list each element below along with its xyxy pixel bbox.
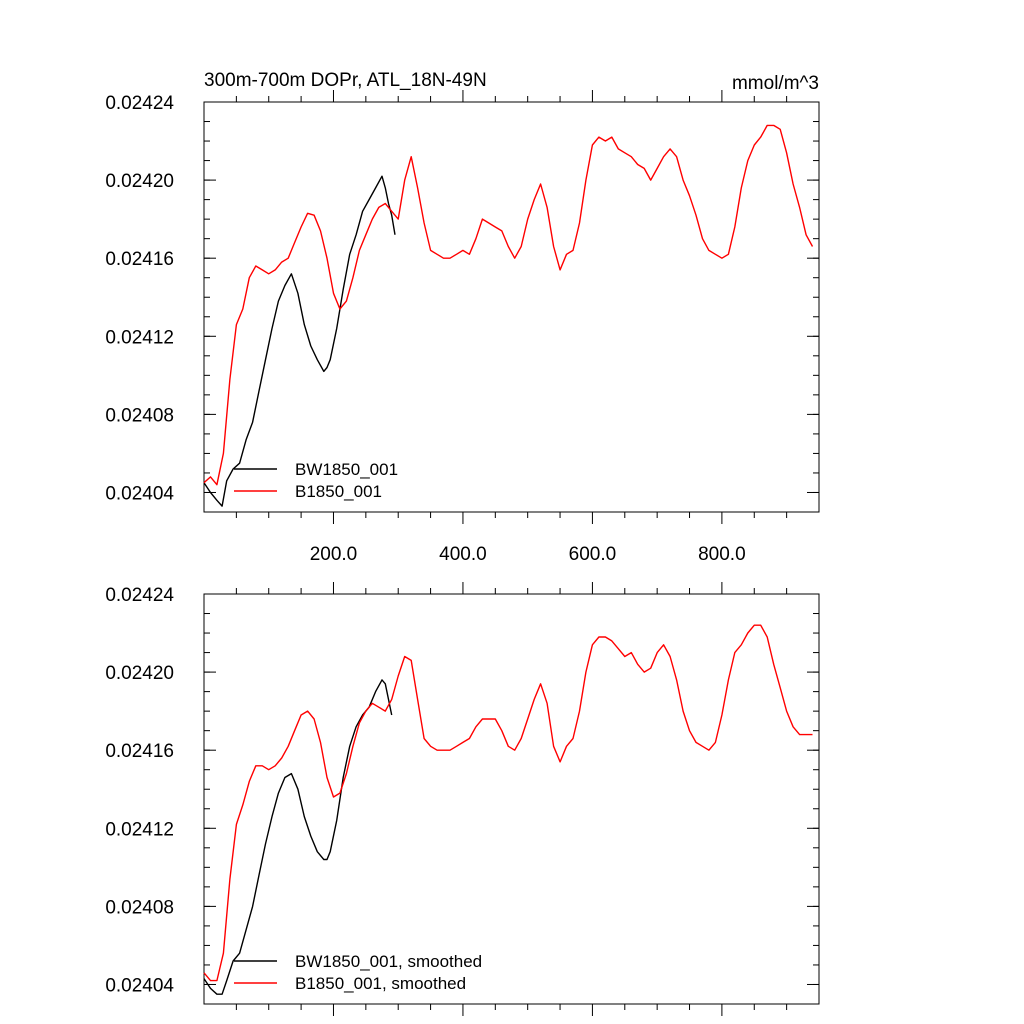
top-panel-title: 300m-700m DOPr, ATL_18N-49N (204, 70, 487, 91)
bottom-panel: 0.02404 0.02408 0.02412 0.02416 0.02420 0.024… (105, 582, 820, 1016)
top-panel-series (203, 124, 814, 507)
y-tick-label: 0.02408 (105, 405, 174, 426)
legend-label-bw1850-smoothed: BW1850_001, smoothed (295, 952, 482, 971)
series-line-b1850-001 (203, 124, 814, 486)
y-tick-label: 0.02408 (105, 897, 174, 918)
y-tick-label: 0.02424 (105, 585, 174, 606)
top-panel-ticks: 0.02404 0.02408 0.02412 0.02416 0.02420 0.024… (105, 90, 819, 565)
y-tick-label: 0.02412 (105, 819, 174, 840)
x-tick-label: 200.0 (310, 544, 358, 565)
top-panel-legend: BW1850_001 B1850_001 (234, 460, 398, 501)
y-tick-label: 0.02404 (105, 975, 174, 996)
y-tick-label: 0.02424 (105, 93, 174, 114)
top-panel-frame (203, 101, 820, 513)
series-line-bw1850-001 (203, 175, 396, 507)
x-tick-label: 800.0 (698, 544, 746, 565)
legend-label-b1850-smoothed: B1850_001, smoothed (295, 974, 466, 993)
y-tick-label: 0.02420 (105, 663, 174, 684)
bottom-panel-series (203, 624, 813, 995)
top-panel-units: mmol/m^3 (732, 73, 819, 94)
y-tick-label: 0.02416 (105, 249, 174, 270)
series-line-b1850-001-smoothed (203, 624, 813, 982)
bottom-panel-legend: BW1850_001, smoothed B1850_001, smoothed (234, 952, 482, 993)
series-line-bw1850-001-smoothed (203, 679, 393, 995)
legend-label-b1850: B1850_001 (295, 482, 382, 501)
legend-label-bw1850: BW1850_001 (295, 460, 398, 479)
y-tick-label: 0.02412 (105, 327, 174, 348)
y-tick-label: 0.02420 (105, 171, 174, 192)
x-tick-label: 600.0 (569, 544, 617, 565)
bottom-panel-frame (203, 593, 820, 1005)
x-tick-label: 400.0 (439, 544, 487, 565)
bottom-panel-ticks: 0.02404 0.02408 0.02412 0.02416 0.02420 0.024… (105, 582, 819, 1016)
y-tick-label: 0.02404 (105, 483, 174, 504)
y-tick-label: 0.02416 (105, 741, 174, 762)
top-panel: 300m-700m DOPr, ATL_18N-49N mmol/m^3 0.0… (105, 70, 820, 565)
